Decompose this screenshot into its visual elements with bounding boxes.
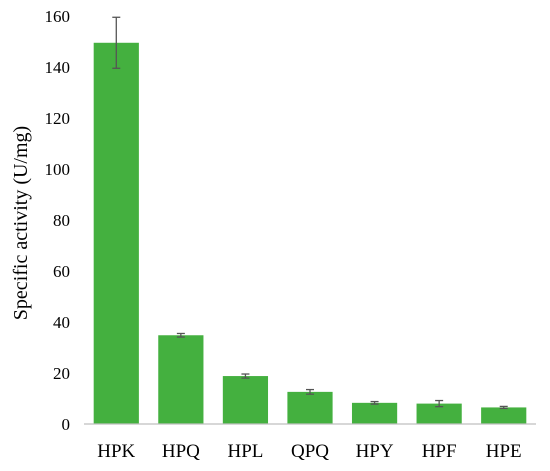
bar-hpe — [481, 407, 527, 424]
y-tick-label: 20 — [53, 364, 70, 383]
x-label-qpq: QPQ — [291, 441, 329, 462]
x-label-hpq: HPQ — [162, 441, 200, 462]
x-label-hpe: HPE — [486, 441, 522, 462]
x-category-labels: HPK HPQ HPL QPQ HPY HPF HPE — [97, 441, 521, 462]
error-bars-group — [112, 16, 508, 410]
bar-hpy — [351, 402, 398, 424]
y-axis-title: Specific activity (U/mg) — [10, 126, 32, 320]
error-bar-hpq — [176, 332, 185, 338]
bar-hpf — [416, 403, 462, 424]
error-bar-hpy — [370, 400, 379, 405]
y-tick-label: 40 — [53, 313, 70, 332]
bar-hpq — [158, 335, 204, 424]
y-tick-label: 0 — [62, 415, 71, 434]
x-label-hpk: HPK — [97, 441, 135, 462]
error-bar-qpq — [306, 388, 314, 395]
y-tick-label: 60 — [53, 262, 70, 281]
error-bar-hpl — [241, 373, 250, 379]
x-label-hpl: HPL — [227, 441, 263, 462]
y-tick-label: 80 — [53, 211, 70, 230]
error-bar-hpe — [499, 405, 508, 410]
x-label-hpf: HPF — [422, 441, 457, 462]
y-tick-label: 140 — [45, 58, 71, 77]
bar-hpl — [222, 376, 269, 424]
bar-hpk — [93, 42, 139, 425]
bars-group — [93, 42, 527, 425]
error-bar-hpk — [112, 16, 121, 69]
y-tick-label: 160 — [45, 7, 71, 26]
error-bar-hpf — [435, 399, 444, 408]
x-label-hpy: HPY — [356, 441, 394, 462]
y-tick-label: 100 — [45, 160, 71, 179]
y-tick-labels: 0 20 40 60 80 100 120 140 160 — [45, 7, 71, 434]
y-tick-label: 120 — [45, 109, 71, 128]
bar-qpq — [287, 391, 333, 424]
